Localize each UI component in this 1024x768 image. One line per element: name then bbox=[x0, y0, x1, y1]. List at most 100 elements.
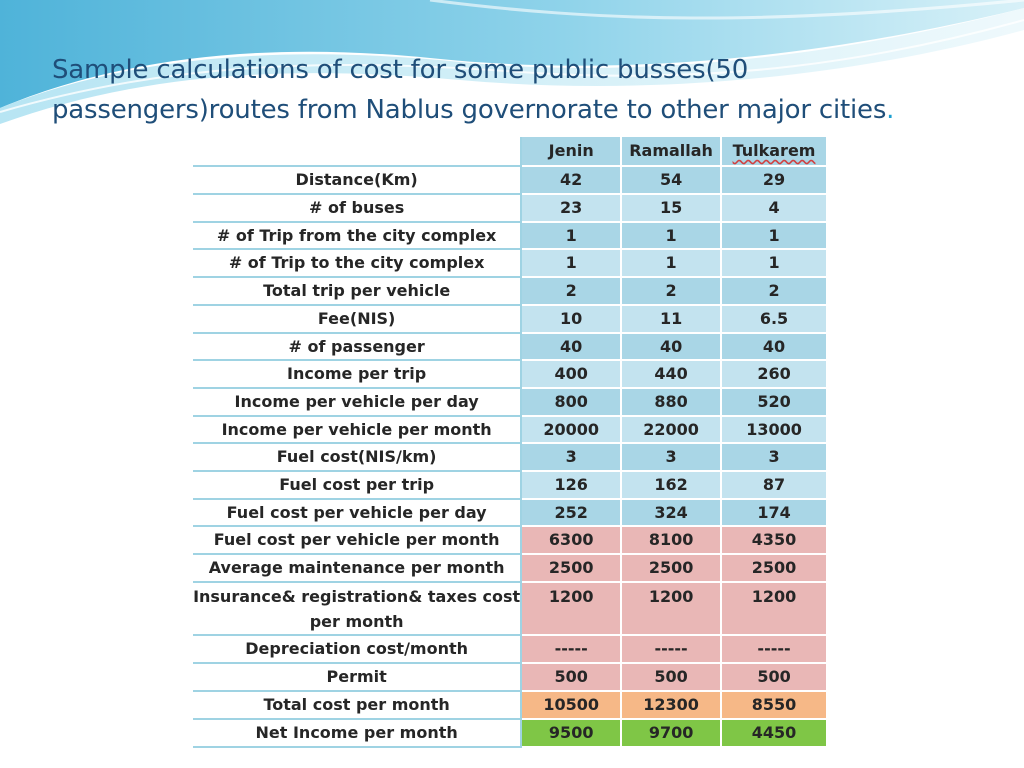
row-label: Fuel cost per trip bbox=[193, 471, 523, 500]
cell-value: ----- bbox=[721, 635, 828, 664]
cell-value: 13000 bbox=[721, 416, 828, 444]
cell-value: 6.5 bbox=[721, 305, 828, 334]
row-label: # of Trip from the city complex bbox=[193, 222, 523, 250]
table-row: Income per vehicle per month 20000 22000 13… bbox=[193, 416, 828, 444]
row-label: Insurance& registration& taxes cost per … bbox=[193, 582, 523, 636]
table-row: # of Trip to the city complex 1 1 1 bbox=[193, 249, 828, 278]
table-row: Fuel cost per vehicle per day 252 324 174 bbox=[193, 499, 828, 527]
cell-value: 1 bbox=[521, 222, 623, 250]
column-header-tulkarem-text: Tulkarem bbox=[732, 141, 816, 160]
cell-value: 2 bbox=[721, 277, 828, 306]
cost-table-container: Jenin Ramallah Tulkarem Distance(Km) 42 54… bbox=[188, 137, 828, 751]
column-header-tulkarem: Tulkarem bbox=[721, 137, 828, 167]
row-label: # of buses bbox=[193, 194, 523, 223]
cell-value: 800 bbox=[521, 388, 623, 417]
cell-value: 10 bbox=[521, 305, 623, 334]
cell-value: 252 bbox=[521, 499, 623, 527]
cell-value: 4 bbox=[721, 194, 828, 223]
table-row: Insurance& registration& taxes cost per … bbox=[193, 582, 828, 636]
cell-value: 880 bbox=[621, 388, 723, 417]
slide-title-period: . bbox=[886, 95, 895, 125]
row-label: Income per trip bbox=[193, 360, 523, 389]
cell-value: 2 bbox=[621, 277, 723, 306]
cell-value: 22000 bbox=[621, 416, 723, 444]
row-label: Fuel cost per vehicle per month bbox=[193, 526, 523, 555]
cell-value: 3 bbox=[621, 443, 723, 472]
cell-value: 3 bbox=[521, 443, 623, 472]
cell-value: 40 bbox=[621, 333, 723, 361]
table-row: Fuel cost(NIS/km) 3 3 3 bbox=[193, 443, 828, 472]
column-header-jenin: Jenin bbox=[521, 137, 623, 167]
cell-value: 20000 bbox=[521, 416, 623, 444]
table-row: Income per vehicle per day 800 880 520 bbox=[193, 388, 828, 417]
column-header-ramallah: Ramallah bbox=[621, 137, 723, 167]
cell-value: 1200 bbox=[721, 582, 828, 636]
table-row: # of buses 23 15 4 bbox=[193, 194, 828, 223]
cell-value: 500 bbox=[721, 663, 828, 692]
row-label: Fuel cost(NIS/km) bbox=[193, 443, 523, 472]
cell-value: 11 bbox=[621, 305, 723, 334]
cell-value: 2500 bbox=[621, 554, 723, 583]
cell-value: 500 bbox=[621, 663, 723, 692]
cell-value: 174 bbox=[721, 499, 828, 527]
row-label: Average maintenance per month bbox=[193, 554, 523, 583]
table-row: Income per trip 400 440 260 bbox=[193, 360, 828, 389]
row-label: Distance(Km) bbox=[193, 166, 523, 195]
row-label: Fuel cost per vehicle per day bbox=[193, 499, 523, 527]
table-row: Average maintenance per month 2500 2500 250… bbox=[193, 554, 828, 583]
cell-value: 4350 bbox=[721, 526, 828, 555]
cell-value: 54 bbox=[621, 166, 723, 195]
cell-value: 260 bbox=[721, 360, 828, 389]
cell-value: 9700 bbox=[621, 719, 723, 748]
table-row: Fee(NIS) 10 11 6.5 bbox=[193, 305, 828, 334]
cell-value: 23 bbox=[521, 194, 623, 223]
cell-value: 324 bbox=[621, 499, 723, 527]
row-label: Total cost per month bbox=[193, 691, 523, 720]
cell-value: 1 bbox=[621, 222, 723, 250]
cell-value: 500 bbox=[521, 663, 623, 692]
cell-value: 15 bbox=[621, 194, 723, 223]
cell-value: 2500 bbox=[721, 554, 828, 583]
cost-table: Jenin Ramallah Tulkarem Distance(Km) 42 54… bbox=[193, 137, 828, 748]
cell-value: 40 bbox=[721, 333, 828, 361]
row-label: Fee(NIS) bbox=[193, 305, 523, 334]
cell-value: 1 bbox=[521, 249, 623, 278]
cell-value: 40 bbox=[521, 333, 623, 361]
table-row: Permit 500 500 500 bbox=[193, 663, 828, 692]
decorative-wave-header bbox=[0, 0, 1024, 124]
row-label: Depreciation cost/month bbox=[193, 635, 523, 664]
row-label: Income per vehicle per day bbox=[193, 388, 523, 417]
cell-value: 2500 bbox=[521, 554, 623, 583]
table-row: Fuel cost per vehicle per month 6300 8100 4… bbox=[193, 526, 828, 555]
cell-value: 2 bbox=[521, 277, 623, 306]
row-label: Total trip per vehicle bbox=[193, 277, 523, 306]
cell-value: 520 bbox=[721, 388, 828, 417]
table-row: Net Income per month 9500 9700 4450 bbox=[193, 719, 828, 748]
cell-value: 3 bbox=[721, 443, 828, 472]
cell-value: 400 bbox=[521, 360, 623, 389]
cell-value: 8100 bbox=[621, 526, 723, 555]
header-blank-cell bbox=[193, 137, 523, 167]
table-row: Total trip per vehicle 2 2 2 bbox=[193, 277, 828, 306]
cell-value: 42 bbox=[521, 166, 623, 195]
cell-value: 12300 bbox=[621, 691, 723, 720]
table-row: Depreciation cost/month ----- ----- ----- bbox=[193, 635, 828, 664]
cell-value: 1200 bbox=[621, 582, 723, 636]
cell-value: 87 bbox=[721, 471, 828, 500]
table-row: Total cost per month 10500 12300 8550 bbox=[193, 691, 828, 720]
table-row: Distance(Km) 42 54 29 bbox=[193, 166, 828, 195]
table-row: Fuel cost per trip 126 162 87 bbox=[193, 471, 828, 500]
slide-title-text: Sample calculations of cost for some pub… bbox=[52, 55, 887, 125]
cell-value: 6300 bbox=[521, 526, 623, 555]
table-row: # of Trip from the city complex 1 1 1 bbox=[193, 222, 828, 250]
table-row: # of passenger 40 40 40 bbox=[193, 333, 828, 361]
cell-value: 9500 bbox=[521, 719, 623, 748]
row-label: Income per vehicle per month bbox=[193, 416, 523, 444]
row-label: Net Income per month bbox=[193, 719, 523, 748]
cell-value: 162 bbox=[621, 471, 723, 500]
row-label: # of Trip to the city complex bbox=[193, 249, 523, 278]
cell-value: ----- bbox=[621, 635, 723, 664]
table-header-row: Jenin Ramallah Tulkarem bbox=[193, 137, 828, 167]
cell-value: 1 bbox=[721, 222, 828, 250]
cell-value: ----- bbox=[521, 635, 623, 664]
